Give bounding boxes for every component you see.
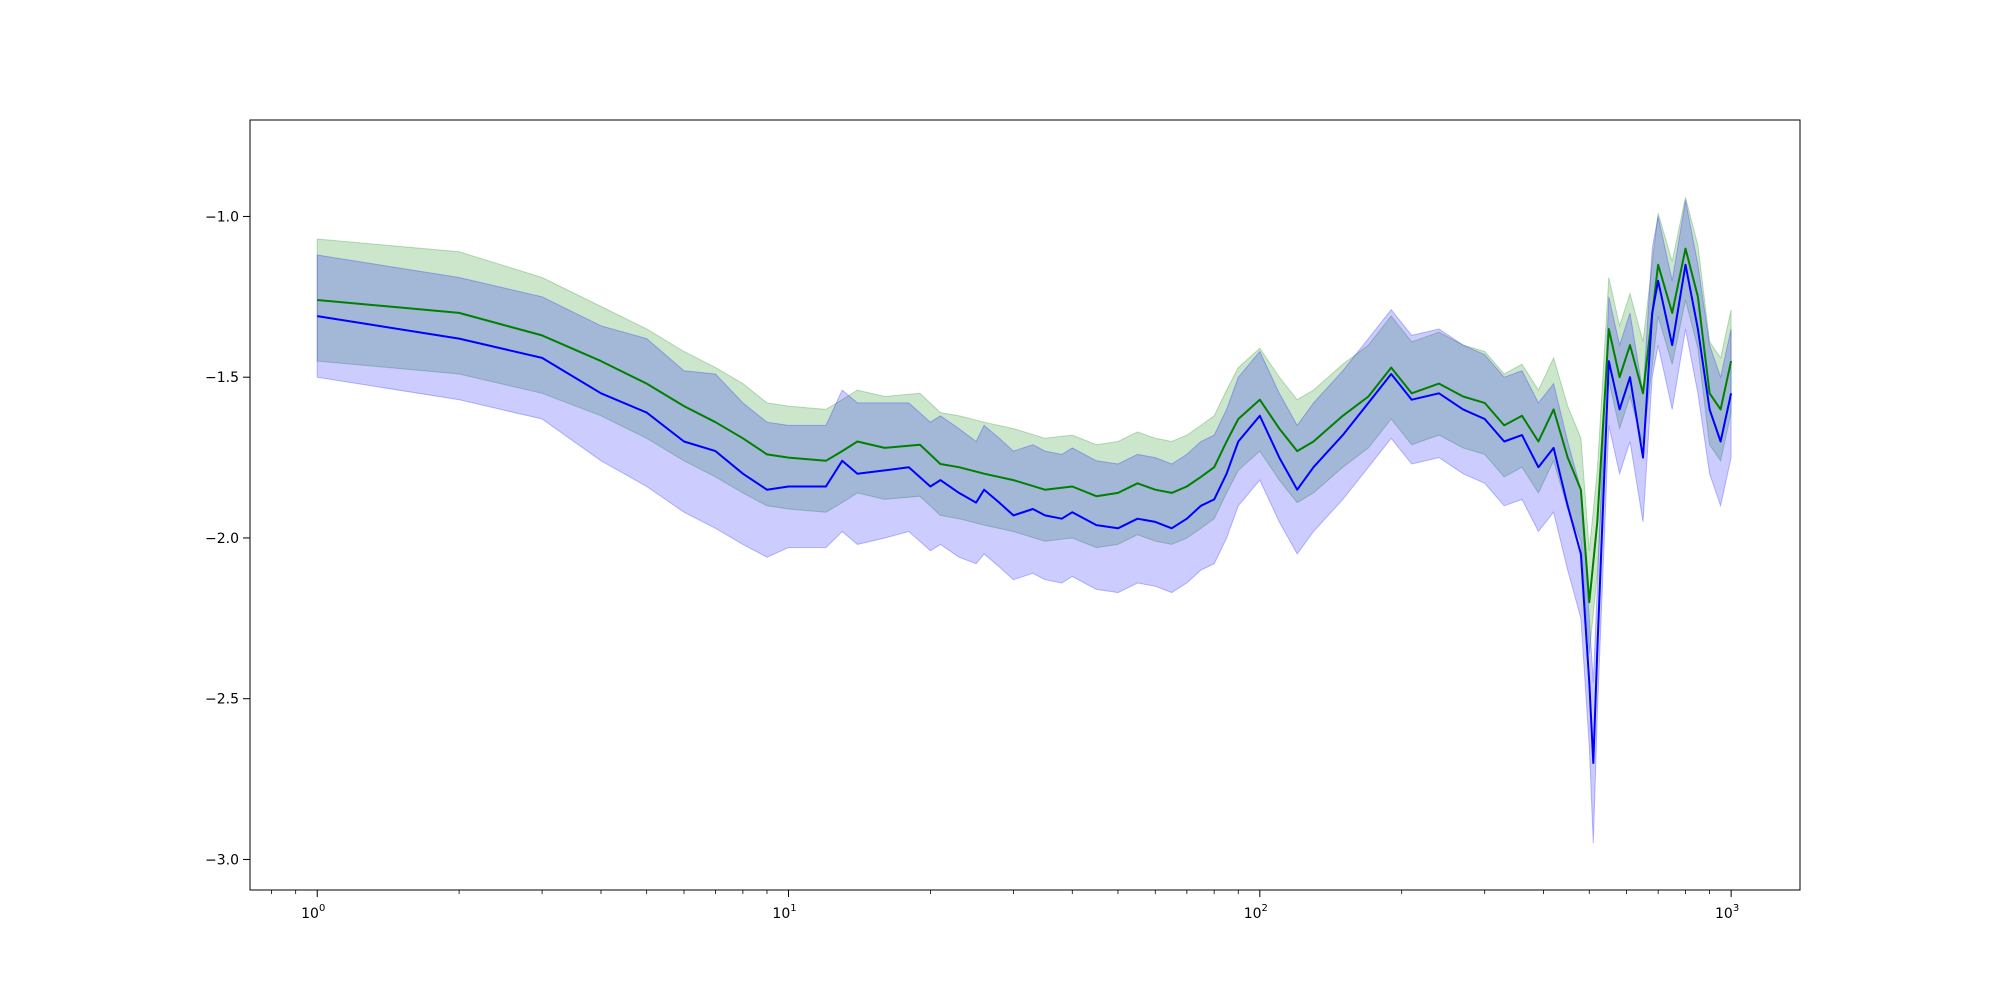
y-tick-label: −2.5 (205, 692, 239, 708)
series-1-band (316, 200, 1732, 844)
y-tick-label: −3.0 (205, 852, 239, 868)
axes: 100 101 102 103 −1.0 −1.5 −2.0 −2.5 −3.0 (205, 209, 1739, 922)
series-1-line (317, 263, 1733, 764)
series-0-line (317, 247, 1733, 604)
x-tick-label: 100 (301, 903, 325, 922)
y-tick-label: −1.5 (205, 370, 239, 386)
x-tick-label: 101 (772, 903, 796, 922)
series-0-band (316, 197, 1732, 654)
y-tick-label: −2.0 (205, 531, 239, 547)
x-tick-label: 102 (1244, 903, 1268, 922)
plot-area (316, 197, 1733, 844)
x-tick-label: 103 (1715, 903, 1739, 922)
y-tick-label: −1.0 (205, 209, 239, 225)
axes-frame (249, 119, 1801, 891)
